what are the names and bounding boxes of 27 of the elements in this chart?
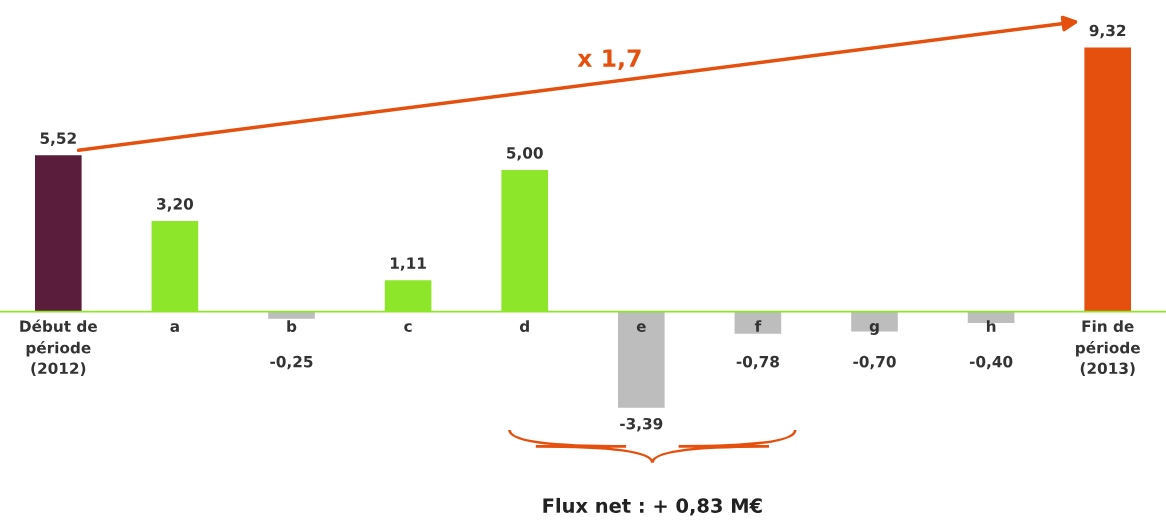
x-tick-label: Fin de période (2013): [1076, 320, 1140, 376]
data-label: -0,40: [969, 355, 1013, 370]
x-tick-label: Début de période (2012): [20, 319, 97, 376]
x-tick-label: f: [754, 320, 762, 332]
data-label: 5,00: [507, 147, 543, 161]
data-label: 5,52: [40, 132, 76, 146]
x-tick-label: c: [404, 323, 412, 332]
x-tick-label: d: [519, 320, 529, 332]
x-tick-label: h: [986, 320, 996, 332]
data-label: 1,11: [390, 257, 426, 271]
data-label: -0,25: [270, 355, 313, 370]
data-label: -0,70: [853, 355, 896, 370]
x-tick-label: a: [170, 323, 179, 332]
data-label: -0,78: [736, 355, 779, 370]
x-tick-label: b: [287, 320, 297, 332]
data-label: 9,32: [1089, 24, 1126, 39]
bar: [268, 311, 315, 319]
bar: [617, 311, 665, 408]
bar: [34, 155, 82, 312]
annotation: x 1,7: [577, 49, 641, 71]
bar: [1084, 47, 1132, 312]
data-label: -3,39: [620, 417, 663, 432]
bar: [734, 311, 782, 334]
x-tick-label: e: [636, 323, 646, 332]
text: Flux net : + 0,83 M€: [543, 497, 762, 516]
data-label: 3,20: [157, 198, 194, 212]
x-tick-label: g: [869, 323, 879, 335]
